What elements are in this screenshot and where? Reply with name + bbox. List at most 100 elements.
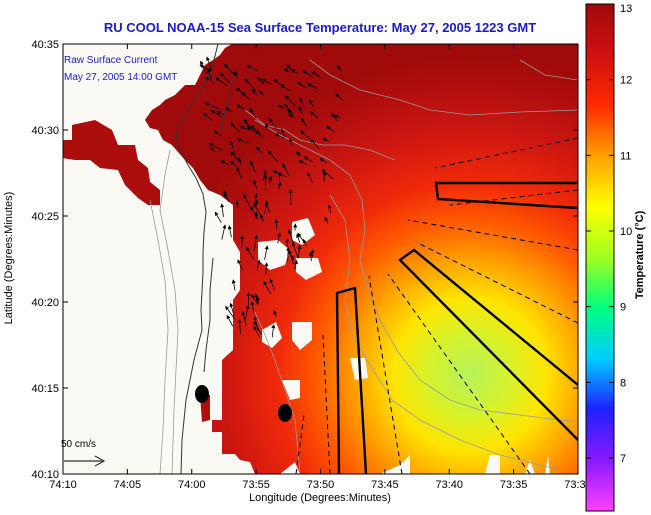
colorbar-tick-label: 9 bbox=[620, 302, 626, 314]
current-vector bbox=[254, 192, 258, 204]
current-vector bbox=[210, 146, 216, 153]
current-vector bbox=[215, 77, 228, 86]
current-vector bbox=[200, 60, 207, 74]
current-vector bbox=[236, 138, 249, 144]
x-tick-label: 74:00 bbox=[178, 479, 206, 491]
current-vector bbox=[308, 251, 313, 262]
current-vector bbox=[297, 81, 307, 89]
current-vector bbox=[255, 129, 263, 138]
bathymetry-contours bbox=[149, 59, 578, 474]
current-vector bbox=[278, 104, 285, 109]
current-vector bbox=[277, 181, 282, 190]
current-vector bbox=[264, 262, 269, 275]
current-vector bbox=[204, 102, 220, 110]
current-vector bbox=[245, 305, 250, 320]
current-vector bbox=[227, 225, 232, 238]
current-vector bbox=[269, 278, 275, 291]
current-vector bbox=[300, 117, 308, 127]
current-vector bbox=[274, 219, 279, 230]
current-vector bbox=[336, 65, 342, 72]
y-tick-label: 40:35 bbox=[31, 39, 59, 51]
x-tick-label: 74:10 bbox=[49, 479, 77, 491]
x-axis: 74:10 74:05 74:00 73:55 73:50 73:45 73:40 73:35… bbox=[49, 44, 592, 491]
current-vector bbox=[307, 171, 314, 184]
map-title: RU COOL NOAA-15 Sea Surface Temperature:… bbox=[103, 20, 537, 35]
surface-current-vectors bbox=[199, 56, 344, 338]
current-vector bbox=[253, 203, 261, 215]
current-vector bbox=[235, 200, 240, 208]
current-vector bbox=[224, 64, 236, 77]
current-vector bbox=[256, 296, 260, 304]
current-vector bbox=[230, 151, 239, 161]
station-marker bbox=[195, 385, 209, 403]
current-vector bbox=[220, 160, 230, 166]
y-tick-label: 40:25 bbox=[31, 211, 59, 223]
current-vector bbox=[258, 90, 264, 96]
current-vector bbox=[264, 202, 269, 214]
current-vector bbox=[223, 193, 230, 203]
x-tick-label: 73:35 bbox=[500, 479, 528, 491]
current-vector bbox=[199, 64, 212, 71]
current-vector bbox=[321, 169, 334, 180]
x-tick-label: 74:05 bbox=[114, 479, 142, 491]
current-vector bbox=[241, 311, 247, 326]
colorbar-tick-label: 10 bbox=[620, 226, 632, 238]
current-vector bbox=[254, 211, 259, 219]
current-vector bbox=[293, 223, 298, 231]
current-vector bbox=[285, 238, 290, 247]
current-vector bbox=[260, 214, 264, 222]
current-vector bbox=[245, 246, 254, 260]
current-vector bbox=[277, 232, 282, 244]
current-vector bbox=[310, 111, 319, 119]
current-vector bbox=[264, 123, 269, 131]
current-vector bbox=[291, 254, 295, 262]
current-vector bbox=[296, 233, 301, 243]
current-vector bbox=[268, 175, 273, 184]
current-vector bbox=[298, 97, 305, 106]
current-vector bbox=[298, 160, 308, 166]
current-vector bbox=[219, 72, 230, 83]
current-vector bbox=[253, 325, 261, 338]
colorbar-label: Temperature (°C) bbox=[634, 210, 646, 299]
current-vector bbox=[237, 319, 242, 334]
current-vector bbox=[249, 108, 257, 118]
sampling-boxes bbox=[335, 181, 578, 474]
current-vector bbox=[335, 93, 344, 102]
current-vector bbox=[229, 140, 236, 156]
current-vector bbox=[207, 68, 214, 84]
survey-lines bbox=[295, 137, 578, 474]
current-vector bbox=[253, 320, 262, 335]
current-vector bbox=[267, 150, 279, 163]
colorbar-tick-label: 7 bbox=[620, 453, 626, 465]
current-vector bbox=[240, 91, 250, 100]
current-vector bbox=[271, 324, 276, 338]
current-vector bbox=[284, 95, 296, 107]
station-marker bbox=[278, 404, 292, 422]
current-vector bbox=[307, 83, 318, 89]
overlay-line-2: May 27, 2005 14:00 GMT bbox=[64, 72, 177, 83]
current-vector bbox=[324, 216, 329, 224]
current-vector bbox=[250, 160, 256, 172]
colorbar-ticks: 13 12 11 10 9 8 7 bbox=[586, 3, 632, 465]
current-vector bbox=[243, 118, 253, 131]
current-vector bbox=[322, 138, 329, 142]
current-vector bbox=[286, 63, 293, 72]
current-vector bbox=[214, 211, 222, 223]
current-vector bbox=[322, 171, 327, 182]
current-vector bbox=[309, 99, 314, 107]
plot-area bbox=[63, 44, 578, 474]
x-tick-label: 73:45 bbox=[371, 479, 399, 491]
current-vector bbox=[257, 77, 265, 85]
current-vector bbox=[244, 77, 256, 91]
current-vector bbox=[311, 71, 322, 79]
current-vector bbox=[231, 279, 236, 291]
current-vector bbox=[246, 65, 259, 72]
current-vector bbox=[202, 112, 213, 121]
current-vector bbox=[302, 70, 312, 77]
coastline bbox=[175, 44, 237, 474]
current-vector bbox=[272, 170, 287, 178]
current-vector bbox=[256, 259, 261, 270]
current-vector bbox=[319, 158, 328, 164]
y-axis-label: Latitude (Degrees:Minutes) bbox=[3, 192, 15, 325]
current-vector bbox=[300, 130, 311, 140]
